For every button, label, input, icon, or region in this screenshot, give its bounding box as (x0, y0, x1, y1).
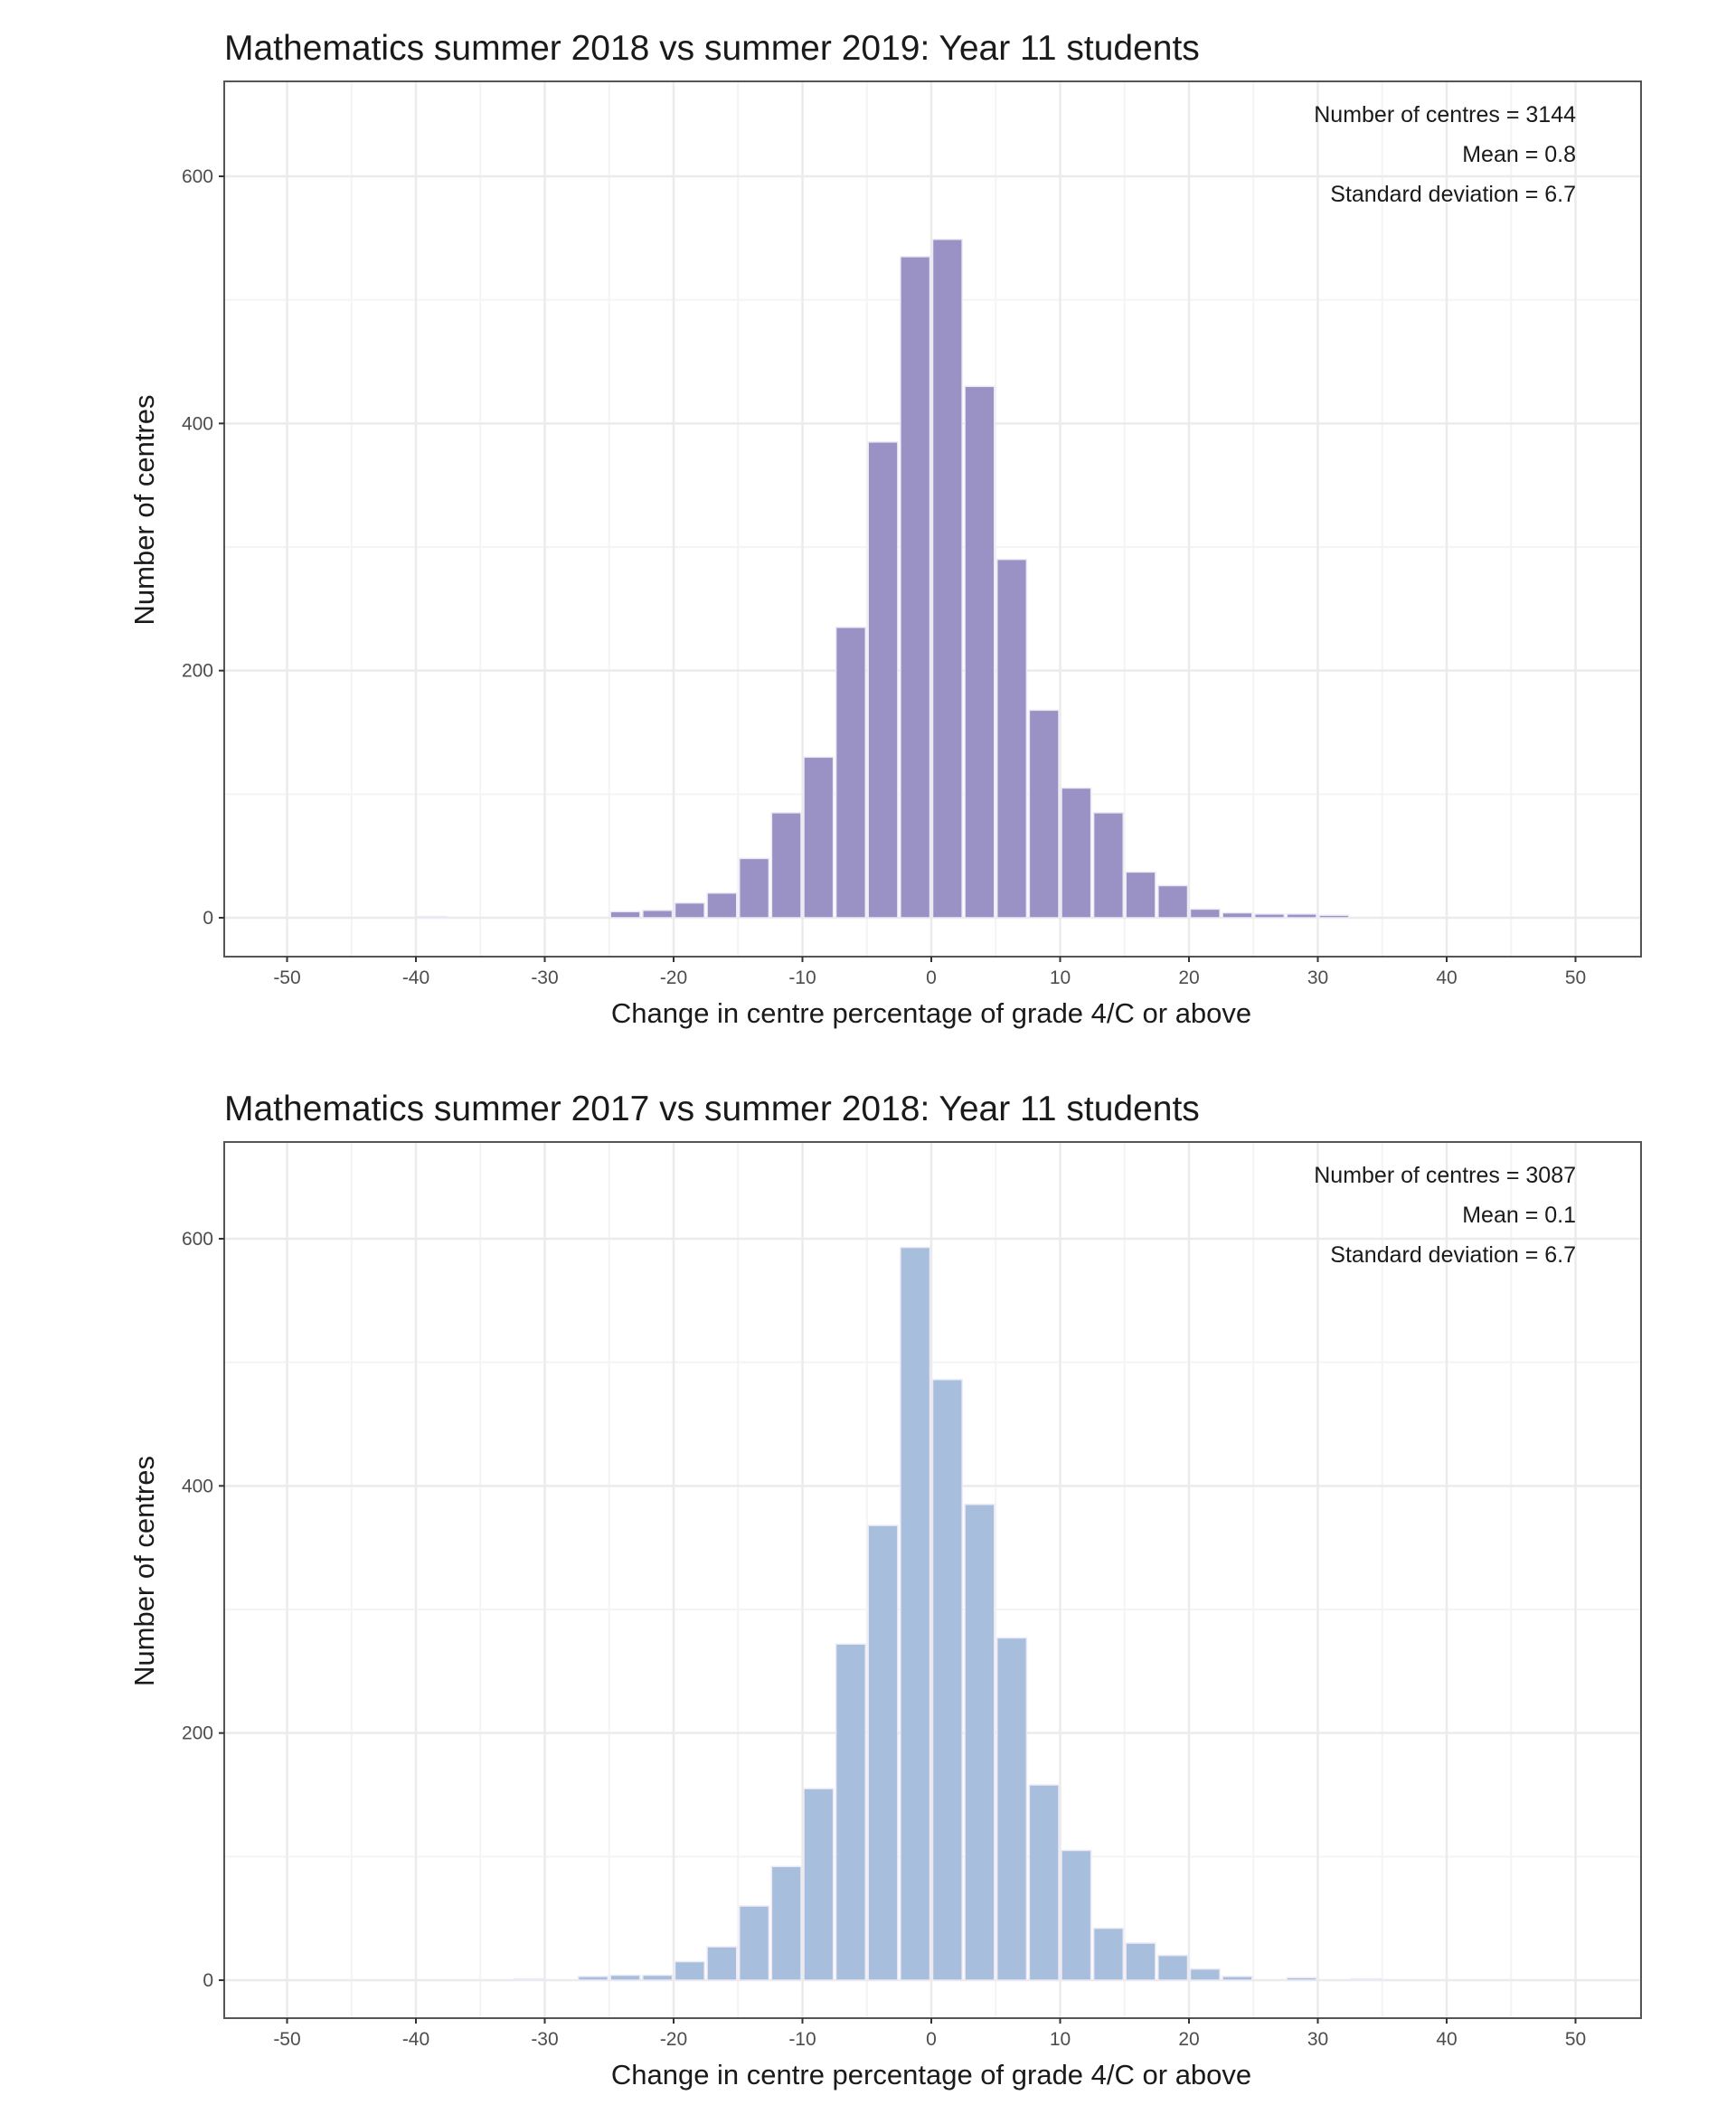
histogram-bar (835, 1643, 866, 1981)
histogram-bar (1157, 884, 1189, 919)
x-tick-label: 20 (1178, 967, 1199, 988)
histogram-bar (1028, 709, 1060, 919)
x-tick-label: 0 (926, 967, 937, 988)
chart-title: Mathematics summer 2017 vs summer 2018: … (224, 1090, 1200, 1128)
histogram-bar (803, 1788, 835, 1981)
histogram-bar (1061, 787, 1092, 919)
histogram-bar (835, 627, 866, 919)
panel-border (223, 1141, 1642, 2019)
y-tick-label: 200 (182, 1723, 213, 1744)
x-tick-label: 10 (1050, 2029, 1071, 2050)
x-tick-label: -20 (660, 2029, 687, 2050)
histogram-bar (1061, 1849, 1092, 1981)
chart-2: Mathematics summer 2017 vs summer 2018: … (128, 1090, 1642, 2090)
x-tick-label: 20 (1178, 2029, 1199, 2050)
panel-border (223, 80, 1642, 958)
y-tick-label: 200 (182, 661, 213, 682)
x-tick-label: 30 (1307, 967, 1328, 988)
histogram-bar (867, 1524, 899, 1981)
histogram-bar (577, 1976, 609, 1981)
x-tick-label: 40 (1436, 2029, 1457, 2050)
x-tick-label: 30 (1307, 2029, 1328, 2050)
stats-annotation: Mean = 0.1 (1462, 1203, 1576, 1228)
histogram-bar (642, 1974, 674, 1981)
y-tick-label: 0 (203, 908, 213, 929)
histogram-bar (1189, 1968, 1221, 1981)
histogram-bar (642, 910, 674, 919)
histogram-bar (1189, 908, 1221, 919)
histogram-bar (931, 1379, 963, 1981)
x-tick-label: -10 (788, 967, 816, 988)
x-tick-label: -30 (531, 2029, 558, 2050)
y-tick-label: 0 (203, 1970, 213, 1991)
histogram-bar (900, 256, 931, 919)
chart-1: Mathematics summer 2018 vs summer 2019: … (128, 29, 1642, 1029)
x-axis-label: Change in centre percentage of grade 4/C… (611, 2059, 1251, 2090)
histogram-bar (1092, 1927, 1124, 1981)
x-axis-label: Change in centre percentage of grade 4/C… (611, 997, 1251, 1029)
histogram-bar (1254, 913, 1286, 919)
histogram-bar (964, 1504, 995, 1981)
histogram-bar (996, 558, 1028, 919)
x-tick-label: -30 (531, 967, 558, 988)
x-tick-label: -20 (660, 967, 687, 988)
x-tick-label: -10 (788, 2029, 816, 2050)
histogram-bar (1125, 1942, 1156, 1981)
histogram-bar (513, 1977, 544, 1981)
histogram-bar (1222, 1976, 1253, 1981)
histogram-bar (931, 238, 963, 919)
histogram-bar (803, 756, 835, 919)
stats-annotation: Mean = 0.8 (1462, 142, 1576, 167)
histogram-bar (770, 1865, 802, 1981)
x-tick-label: 40 (1436, 967, 1457, 988)
stats-annotation: Number of centres = 3144 (1314, 102, 1576, 127)
histogram-bar (416, 915, 448, 919)
y-tick-label: 600 (182, 166, 213, 187)
histogram-bar (1286, 1977, 1317, 1981)
x-tick-label: 10 (1050, 967, 1071, 988)
histogram-bar (674, 1960, 705, 1981)
histogram-bar (770, 812, 802, 919)
x-tick-label: -50 (273, 2029, 300, 2050)
x-tick-label: 50 (1565, 967, 1586, 988)
histogram-bar (674, 901, 705, 919)
histogram-bar (996, 1637, 1028, 1981)
histogram-bar (867, 441, 899, 919)
histogram-bar (1350, 1977, 1382, 1981)
x-tick-label: -40 (402, 967, 429, 988)
histogram-bar (609, 1974, 641, 1981)
x-tick-label: 0 (926, 2029, 937, 2050)
histogram-bar (1092, 812, 1124, 919)
stats-annotation: Standard deviation = 6.7 (1330, 1242, 1576, 1268)
y-tick-label: 400 (182, 413, 213, 434)
histogram-bar (900, 1246, 931, 1981)
histogram-bar (1318, 914, 1350, 919)
stats-annotation: Standard deviation = 6.7 (1330, 182, 1576, 207)
chart-title: Mathematics summer 2018 vs summer 2019: … (224, 29, 1200, 68)
histogram-bar (1125, 871, 1156, 919)
y-tick-label: 600 (182, 1229, 213, 1250)
y-tick-label: 400 (182, 1476, 213, 1496)
histogram-bar (739, 857, 770, 919)
stats-annotation: Number of centres = 3087 (1314, 1163, 1576, 1188)
histogram-bar (1286, 913, 1317, 919)
x-tick-label: -50 (273, 967, 300, 988)
histogram-bar (706, 892, 738, 919)
histogram-bar (739, 1905, 770, 1981)
x-tick-label: -40 (402, 2029, 429, 2050)
histogram-bar (1028, 1784, 1060, 1981)
histogram-bar (1157, 1954, 1189, 1981)
histogram-bar (1222, 911, 1253, 919)
histogram-bar (964, 385, 995, 919)
y-axis-label: Number of centres (128, 395, 160, 626)
histogram-bar (609, 911, 641, 919)
histogram-bar (706, 1946, 738, 1981)
x-tick-label: 50 (1565, 2029, 1586, 2050)
y-axis-label: Number of centres (128, 1456, 160, 1686)
